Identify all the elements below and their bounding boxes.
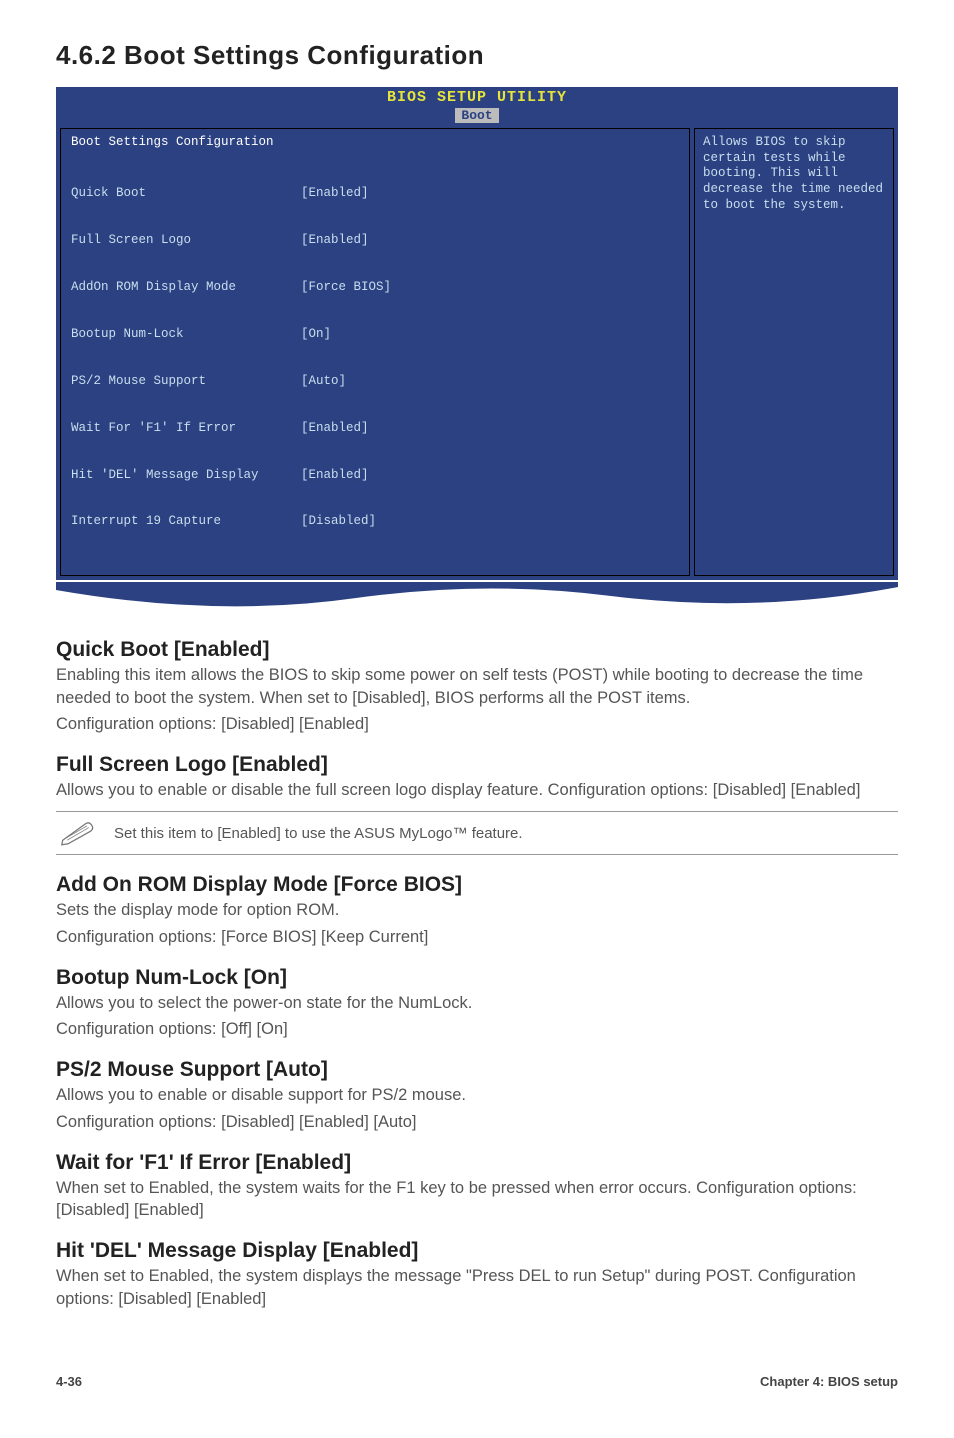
bios-row: Quick Boot[Enabled]	[71, 186, 679, 202]
pencil-icon	[60, 820, 96, 846]
body-text: Sets the display mode for option ROM.	[56, 899, 898, 921]
bios-value: [Force BIOS]	[301, 280, 391, 296]
bios-label: Quick Boot	[71, 186, 301, 202]
section-title-quick-boot: Quick Boot [Enabled]	[56, 638, 898, 662]
bios-label: Interrupt 19 Capture	[71, 514, 301, 530]
heading-main: 4.6.2 Boot Settings Configuration	[56, 40, 898, 71]
note-text: Set this item to [Enabled] to use the AS…	[114, 824, 523, 844]
body-text: Configuration options: [Disabled] [Enabl…	[56, 1111, 898, 1133]
body-text: When set to Enabled, the system displays…	[56, 1265, 898, 1310]
bios-value: [Enabled]	[301, 233, 369, 249]
bios-value: [Auto]	[301, 374, 346, 390]
bios-row: Hit 'DEL' Message Display[Enabled]	[71, 468, 679, 484]
chapter-label: Chapter 4: BIOS setup	[760, 1374, 898, 1389]
bios-left-panel: Boot Settings Configuration Quick Boot[E…	[60, 128, 690, 576]
bios-label: AddOn ROM Display Mode	[71, 280, 301, 296]
bios-settings-list: Quick Boot[Enabled] Full Screen Logo[Ena…	[71, 155, 679, 561]
body-text: Configuration options: [Disabled] [Enabl…	[56, 713, 898, 735]
bios-screenshot: BIOS SETUP UTILITY Boot Boot Settings Co…	[56, 87, 898, 580]
page-number: 4-36	[56, 1374, 82, 1389]
section-title-full-screen: Full Screen Logo [Enabled]	[56, 753, 898, 777]
section-title-numlock: Bootup Num-Lock [On]	[56, 966, 898, 990]
bios-help-text: Allows BIOS to skip certain tests while …	[703, 135, 885, 213]
bios-row: Bootup Num-Lock[On]	[71, 327, 679, 343]
bios-tab: Boot	[455, 108, 498, 123]
bios-row: PS/2 Mouse Support[Auto]	[71, 374, 679, 390]
bios-title: BIOS SETUP UTILITY	[56, 89, 898, 106]
bios-help-panel: Allows BIOS to skip certain tests while …	[694, 128, 894, 576]
bios-label: Full Screen Logo	[71, 233, 301, 249]
bios-bottom-curve	[56, 582, 898, 620]
bios-header: BIOS SETUP UTILITY Boot	[56, 87, 898, 124]
body-text: Configuration options: [Force BIOS] [Kee…	[56, 926, 898, 948]
section-title-del: Hit 'DEL' Message Display [Enabled]	[56, 1239, 898, 1263]
bios-label: Hit 'DEL' Message Display	[71, 468, 301, 484]
bios-value: [Enabled]	[301, 186, 369, 202]
bios-section-title: Boot Settings Configuration	[71, 135, 679, 149]
body-text: Allows you to select the power-on state …	[56, 992, 898, 1014]
body-text: Enabling this item allows the BIOS to sk…	[56, 664, 898, 709]
bios-value: [Disabled]	[301, 514, 376, 530]
page-footer: 4-36 Chapter 4: BIOS setup	[56, 1370, 898, 1389]
section-title-ps2: PS/2 Mouse Support [Auto]	[56, 1058, 898, 1082]
bios-row: Interrupt 19 Capture[Disabled]	[71, 514, 679, 530]
bios-label: PS/2 Mouse Support	[71, 374, 301, 390]
bios-row: AddOn ROM Display Mode[Force BIOS]	[71, 280, 679, 296]
body-text: Allows you to enable or disable support …	[56, 1084, 898, 1106]
body-text: Configuration options: [Off] [On]	[56, 1018, 898, 1040]
bios-body: Boot Settings Configuration Quick Boot[E…	[56, 124, 898, 580]
bios-row: Wait For 'F1' If Error[Enabled]	[71, 421, 679, 437]
bios-label: Bootup Num-Lock	[71, 327, 301, 343]
body-text: When set to Enabled, the system waits fo…	[56, 1177, 898, 1222]
body-text: Allows you to enable or disable the full…	[56, 779, 898, 801]
note-block: Set this item to [Enabled] to use the AS…	[56, 811, 898, 855]
bios-value: [On]	[301, 327, 331, 343]
bios-row: Full Screen Logo[Enabled]	[71, 233, 679, 249]
bios-value: [Enabled]	[301, 468, 369, 484]
bios-label: Wait For 'F1' If Error	[71, 421, 301, 437]
bios-value: [Enabled]	[301, 421, 369, 437]
section-title-addon: Add On ROM Display Mode [Force BIOS]	[56, 873, 898, 897]
section-title-f1: Wait for 'F1' If Error [Enabled]	[56, 1151, 898, 1175]
